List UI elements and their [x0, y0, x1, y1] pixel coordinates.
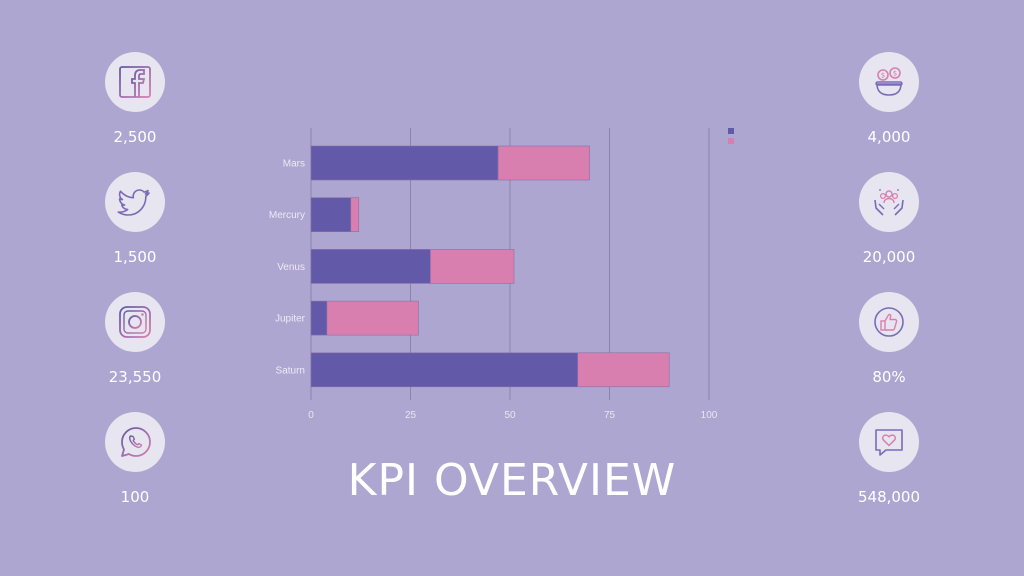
- kpi-value: 2,500: [113, 128, 157, 146]
- x-tick-label: 75: [604, 410, 616, 421]
- category-label: Saturn: [276, 365, 305, 376]
- twitter-icon: [117, 189, 150, 216]
- instagram-icon: [119, 306, 151, 338]
- bar-1: [310, 352, 578, 388]
- category-label: Jupiter: [275, 314, 306, 325]
- thumbs-up-icon: [874, 307, 904, 337]
- bar-2: [350, 197, 360, 232]
- bar-2: [577, 352, 670, 388]
- kpi-value: 100: [120, 488, 150, 506]
- bar-2: [497, 145, 590, 181]
- instagram-icon-circle: [105, 292, 165, 352]
- kpi-instagram: 23,550: [75, 292, 195, 386]
- category-label: Mercury: [269, 210, 305, 221]
- money-bag-icon-circle: $ $: [859, 52, 919, 112]
- category-label: Venus: [277, 262, 305, 273]
- bar-2: [430, 249, 515, 284]
- whatsapp-icon: [121, 427, 151, 457]
- x-tick-label: 0: [308, 410, 314, 421]
- whatsapp-icon-circle: [105, 412, 165, 472]
- thumbs-up-icon-circle: [859, 292, 919, 352]
- bar-1: [310, 145, 499, 181]
- kpi-value: 4,000: [867, 128, 911, 146]
- kpi-value: 23,550: [108, 368, 162, 386]
- kpi-thumbs-up: 80%: [829, 292, 949, 386]
- kpi-value: 548,000: [857, 488, 921, 506]
- kpi-bar-chart: 0 25 50 75 100 Mars Mercury Venus Jupiter Saturn: [269, 128, 734, 421]
- bar-2: [326, 300, 419, 336]
- x-tick-label: 100: [701, 410, 718, 421]
- kpi-facebook: 2,500: [75, 52, 195, 146]
- money-bag-icon: $ $: [875, 67, 903, 96]
- legend-marker-1: [728, 128, 734, 134]
- kpi-twitter: 1,500: [75, 172, 195, 266]
- twitter-icon-circle: [105, 172, 165, 232]
- x-tick-label: 25: [405, 410, 417, 421]
- kpi-value: 80%: [872, 368, 906, 386]
- x-tick-label: 50: [504, 410, 516, 421]
- kpi-value: 1,500: [113, 248, 157, 266]
- facebook-icon: [119, 66, 151, 98]
- kpi-value: 20,000: [862, 248, 916, 266]
- category-label: Mars: [283, 159, 305, 170]
- svg-text:$: $: [893, 70, 897, 78]
- community-hands-icon: [874, 189, 904, 216]
- bar-1: [310, 300, 328, 336]
- bar-1: [310, 197, 352, 232]
- svg-text:$: $: [881, 72, 885, 80]
- heart-message-icon-circle: [859, 412, 919, 472]
- kpi-heart-message: 548,000: [829, 412, 949, 506]
- community-hands-icon-circle: [859, 172, 919, 232]
- legend-marker-2: [728, 138, 734, 144]
- page-title: KPI OVERVIEW: [347, 455, 677, 506]
- bar-1: [310, 249, 431, 284]
- heart-message-icon: [875, 429, 903, 456]
- kpi-money-bag: $ $ 4,000: [829, 52, 949, 146]
- facebook-icon-circle: [105, 52, 165, 112]
- kpi-community-hands: 20,000: [829, 172, 949, 266]
- kpi-whatsapp: 100: [75, 412, 195, 506]
